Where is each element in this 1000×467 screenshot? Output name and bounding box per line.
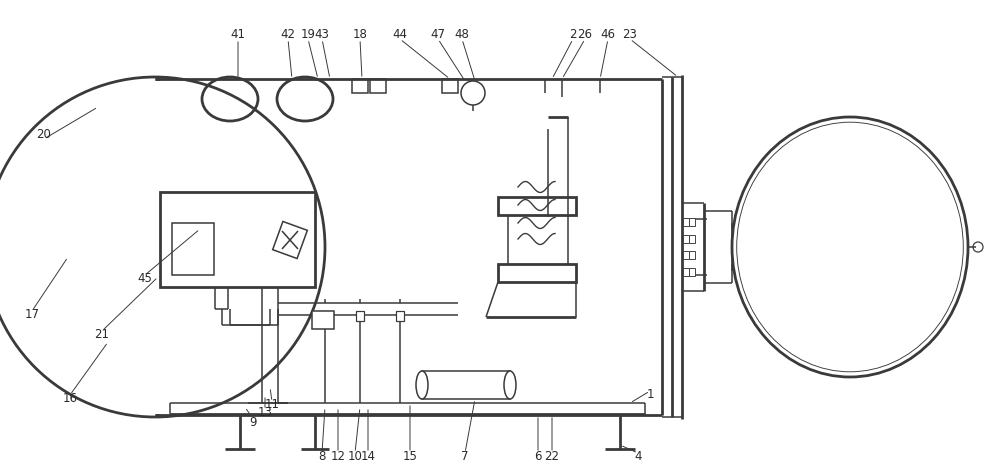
Text: 16: 16 bbox=[62, 392, 78, 405]
Text: 18: 18 bbox=[353, 28, 367, 42]
Text: 22: 22 bbox=[544, 451, 560, 464]
Text: 9: 9 bbox=[249, 416, 257, 429]
Bar bbox=[321, 311, 329, 321]
Bar bbox=[356, 311, 364, 321]
Circle shape bbox=[0, 77, 325, 417]
Text: 45: 45 bbox=[138, 273, 152, 285]
Text: 10: 10 bbox=[348, 451, 362, 464]
Text: 1: 1 bbox=[646, 389, 654, 402]
Bar bbox=[422, 371, 510, 399]
Text: 21: 21 bbox=[94, 328, 110, 341]
Text: 11: 11 bbox=[264, 398, 280, 411]
Text: 26: 26 bbox=[578, 28, 592, 42]
Bar bbox=[683, 251, 689, 259]
Bar bbox=[689, 235, 695, 243]
Text: 43: 43 bbox=[315, 28, 329, 42]
Bar bbox=[683, 235, 689, 243]
Text: 13: 13 bbox=[258, 406, 272, 419]
Text: 17: 17 bbox=[24, 309, 40, 321]
Text: 20: 20 bbox=[37, 128, 51, 142]
Text: 19: 19 bbox=[300, 28, 316, 42]
Text: 48: 48 bbox=[455, 28, 469, 42]
Text: 44: 44 bbox=[392, 28, 408, 42]
Bar bbox=[312, 311, 334, 329]
Bar bbox=[273, 221, 307, 259]
Bar bbox=[689, 268, 695, 276]
Bar bbox=[396, 311, 404, 321]
Bar bbox=[498, 264, 576, 282]
Bar bbox=[683, 218, 689, 226]
Text: 6: 6 bbox=[534, 451, 542, 464]
Bar bbox=[370, 79, 386, 93]
Text: 8: 8 bbox=[318, 451, 326, 464]
Text: 41: 41 bbox=[230, 28, 246, 42]
Ellipse shape bbox=[732, 117, 968, 377]
Bar bbox=[498, 197, 576, 215]
Bar bbox=[172, 223, 214, 275]
Ellipse shape bbox=[416, 371, 428, 399]
Text: 14: 14 bbox=[360, 451, 376, 464]
Text: 2: 2 bbox=[569, 28, 577, 42]
Text: 15: 15 bbox=[403, 451, 417, 464]
Text: 42: 42 bbox=[280, 28, 296, 42]
Text: 46: 46 bbox=[600, 28, 616, 42]
Bar bbox=[160, 192, 315, 287]
Text: 12: 12 bbox=[330, 451, 346, 464]
Text: 47: 47 bbox=[430, 28, 446, 42]
Text: 4: 4 bbox=[634, 451, 642, 464]
Ellipse shape bbox=[504, 371, 516, 399]
Text: 7: 7 bbox=[461, 451, 469, 464]
Bar bbox=[683, 268, 689, 276]
Bar bbox=[352, 79, 368, 93]
Text: 23: 23 bbox=[623, 28, 637, 42]
Bar bbox=[442, 79, 458, 93]
Bar bbox=[689, 218, 695, 226]
Bar bbox=[689, 251, 695, 259]
